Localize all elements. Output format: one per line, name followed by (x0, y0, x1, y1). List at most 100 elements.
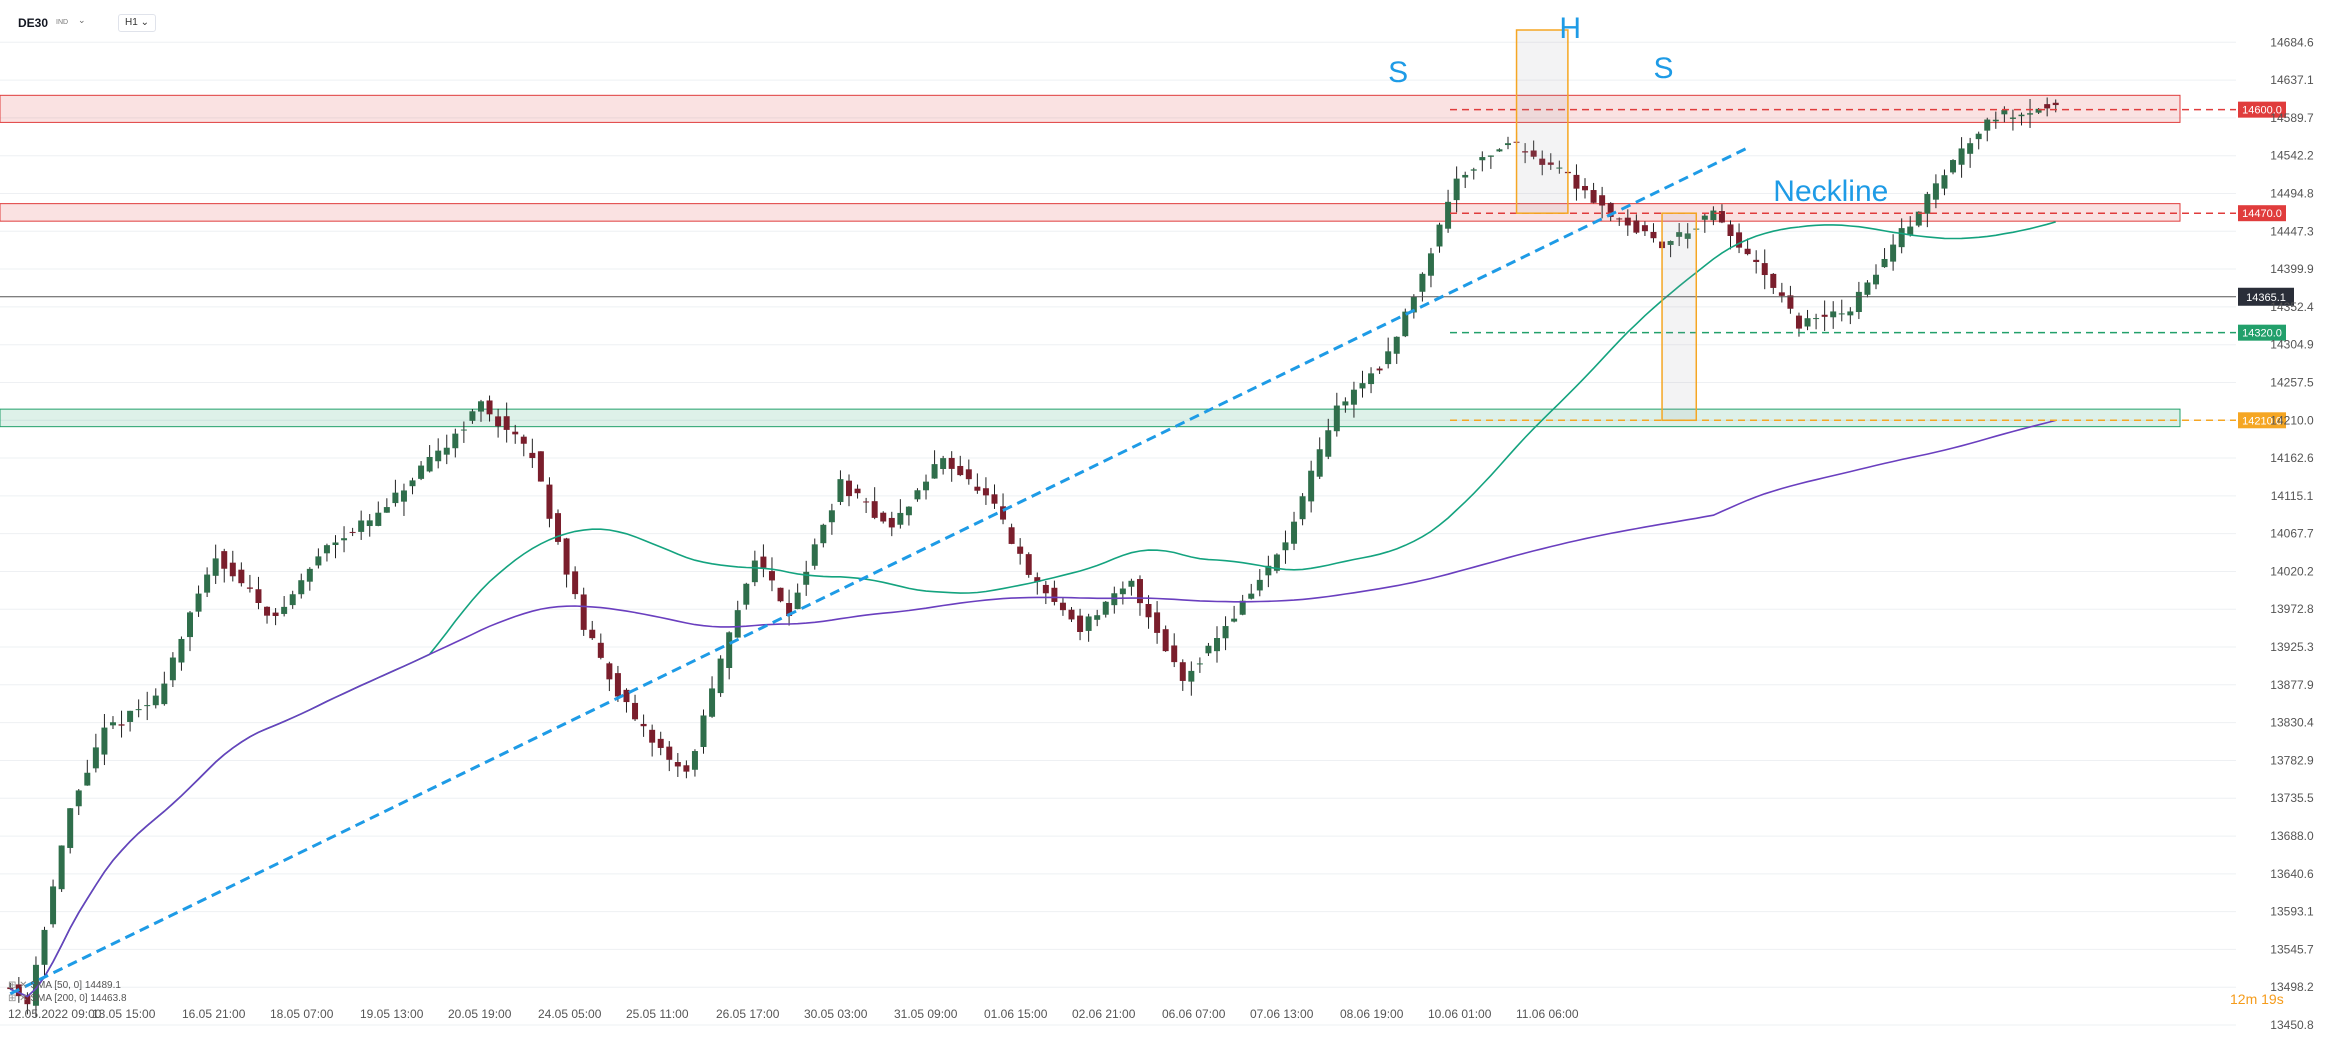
candle-bull (1128, 580, 1135, 587)
candle-bull (178, 638, 185, 663)
candle-bull (1427, 253, 1434, 276)
y-tick-label: 14020.2 (2270, 564, 2314, 578)
candle-bear (623, 689, 630, 703)
candle-bear (1068, 609, 1075, 620)
candle-bull (1984, 119, 1991, 131)
candle-bear (606, 663, 613, 680)
sma200-line (9, 419, 2056, 998)
candle-bull (383, 507, 390, 513)
timeframe-selector[interactable]: H1 ⌄ (118, 14, 156, 32)
candle-bull (75, 790, 82, 807)
y-tick-label: 14684.6 (2270, 35, 2314, 49)
candle-bear (1025, 554, 1032, 575)
candle-bear (1051, 587, 1058, 602)
candle-bull (1359, 383, 1366, 389)
candle-bear (272, 612, 279, 616)
candle-bear (674, 762, 681, 767)
candle-bear (880, 512, 887, 522)
candle-bull (169, 657, 176, 681)
candle-bull (152, 695, 159, 706)
chart-toolbar: DE30 IND ⌄ H1 ⌄ (0, 0, 2290, 32)
x-tick-label: 07.06 13:00 (1250, 1007, 1314, 1021)
candle-bull (1907, 226, 1914, 235)
candle-bear (1530, 150, 1537, 157)
candle-bear (1753, 259, 1760, 263)
candle-bull (1111, 593, 1118, 606)
candle-bear (1641, 225, 1648, 232)
candle-bull (820, 524, 827, 544)
candle-bear (1077, 615, 1084, 632)
head-measure-box (1515, 29, 1569, 214)
candlestick-series (7, 97, 2059, 1018)
candle-bull (1890, 244, 1897, 262)
candle-bull (92, 747, 99, 769)
candle-bear (229, 562, 236, 577)
candle-bear (1787, 295, 1794, 309)
y-tick-label: 13450.8 (2270, 1018, 2314, 1032)
candle-bear (597, 642, 604, 658)
pattern-annotation: Neckline (1773, 175, 1888, 208)
candle-bull (1248, 593, 1255, 599)
candle-bull (1214, 638, 1220, 652)
candle-bear (486, 400, 493, 415)
x-tick-label: 10.06 01:00 (1428, 1007, 1492, 1021)
x-tick-label: 18.05 07:00 (270, 1007, 334, 1021)
candle-bear (1607, 202, 1614, 217)
candle-bull (1402, 311, 1409, 337)
candle-bear (1008, 527, 1015, 544)
timeframe-label: H1 (125, 17, 138, 28)
candle-bull (50, 886, 57, 925)
candle-bear (854, 488, 861, 494)
candle-bull (837, 479, 844, 502)
candle-bull (435, 450, 442, 462)
candle-bull (460, 429, 467, 431)
candle-bear (221, 551, 228, 569)
candle-bear (589, 629, 596, 639)
level-badge (2238, 205, 2286, 222)
candle-bull (1470, 169, 1477, 171)
candle-bull (2027, 113, 2034, 115)
pattern-annotation: S (1653, 52, 1673, 85)
candle-bear (537, 451, 544, 482)
target-measure-box (1661, 212, 1698, 422)
candle-bull (751, 560, 758, 583)
candle-bull (743, 583, 750, 605)
candle-bear (614, 673, 621, 697)
candle-bull (109, 722, 116, 726)
candle-bull (212, 558, 219, 576)
candle-bull (1830, 311, 1837, 318)
y-tick-label: 14352.4 (2270, 300, 2314, 314)
candle-bear (118, 724, 125, 726)
chevron-down-icon[interactable]: ⌄ (78, 15, 86, 25)
chart-overlays: 14600.0 14470.0 14320.0 14210.0 14365.1 S H S Ne… (0, 12, 2294, 996)
candle-bull (1085, 616, 1092, 631)
candle-bear (786, 603, 793, 616)
current-price-label: 14365.1 (2246, 292, 2286, 304)
candle-bear (768, 571, 775, 581)
candle-bull (161, 683, 168, 705)
candle-bull (144, 705, 151, 707)
candle-bull (794, 592, 801, 610)
candle-bull (1222, 626, 1229, 639)
candle-bear (1736, 232, 1743, 248)
y-tick-label: 14210.0 (2270, 413, 2314, 427)
y-tick-label: 13593.1 (2270, 905, 2314, 919)
moving-averages (9, 221, 2056, 998)
symbol-name[interactable]: DE30 (18, 16, 49, 30)
candle-bull (1436, 224, 1443, 247)
candle-bull (67, 808, 74, 848)
candle-bear (1376, 368, 1383, 371)
candle-bear (1633, 220, 1640, 233)
candle-bear (965, 469, 972, 480)
candle-bear (246, 587, 253, 589)
candle-bear (1718, 211, 1725, 223)
candle-bull (1487, 155, 1494, 157)
candle-bull (1950, 160, 1957, 173)
price-axis: 14684.6 14637.1 14589.7 14542.2 14494.8 14447… (2270, 35, 2314, 1032)
x-tick-label: 08.06 19:00 (1340, 1007, 1404, 1021)
candle-bear (555, 513, 562, 542)
pattern-annotation: S (1388, 56, 1408, 89)
candle-bull (187, 612, 193, 638)
candle-bull (1932, 183, 1939, 200)
